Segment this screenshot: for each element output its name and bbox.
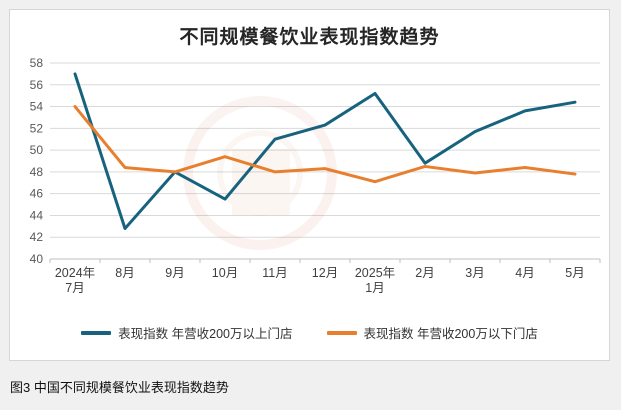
watermark-inner-ring [217, 130, 303, 216]
x-tick-label: 10月 [212, 266, 238, 280]
legend-label: 表现指数 年营收200万以上门店 [118, 327, 293, 341]
y-tick-label: 56 [30, 78, 44, 92]
y-tick-label: 40 [30, 252, 44, 266]
x-tick-label: 5月 [565, 266, 584, 280]
y-tick-label: 52 [30, 121, 44, 135]
legend-item-1: 表现指数 年营收200万以下门店 [326, 323, 538, 342]
legend-item-0: 表现指数 年营收200万以上门店 [81, 323, 293, 342]
y-tick-label: 44 [30, 208, 44, 222]
x-tick-label: 11月 [262, 266, 287, 280]
x-tick-label: 2024年 7月 [55, 266, 95, 295]
chart-title: 不同规模餐饮业表现指数趋势 [179, 27, 440, 48]
watermark-ring [183, 96, 337, 250]
line-chart: 40 42 44 46 48 50 52 54 56 58 2024年 7月 8月 9月 10月 11月 12月… [30, 56, 601, 295]
watermark [183, 96, 337, 250]
series-line-0 [73, 72, 577, 231]
watermark-mark [232, 149, 290, 215]
legend-swatch [81, 330, 112, 335]
y-tick-label: 46 [30, 187, 44, 201]
x-tick-label: 2月 [415, 266, 434, 280]
y-tick-label: 54 [30, 100, 44, 114]
y-tick-label: 50 [30, 143, 44, 157]
y-tick-label: 42 [30, 230, 44, 244]
chart-card: 不同规模餐饮业表现指数趋势 40 42 44 46 48 50 52 54 56 58 2024年 7… [9, 9, 610, 361]
x-tick-label: 4月 [515, 266, 534, 280]
x-tick-label: 3月 [465, 266, 484, 280]
y-tick-label: 58 [30, 56, 44, 70]
y-tick-label: 48 [30, 165, 44, 179]
legend-swatch [326, 330, 357, 335]
series-line-1 [73, 105, 577, 184]
x-tick-label: 12月 [312, 266, 338, 280]
figure-caption: 图3 中国不同规模餐饮业表现指数趋势 [10, 380, 229, 395]
x-tick-label: 8月 [115, 266, 134, 280]
x-tick-label: 9月 [165, 266, 184, 280]
chart-legend: 表现指数 年营收200万以上门店 表现指数 年营收200万以下门店 [10, 323, 609, 342]
x-tick-label: 2025年 1月 [355, 266, 395, 295]
legend-label: 表现指数 年营收200万以下门店 [363, 327, 538, 341]
